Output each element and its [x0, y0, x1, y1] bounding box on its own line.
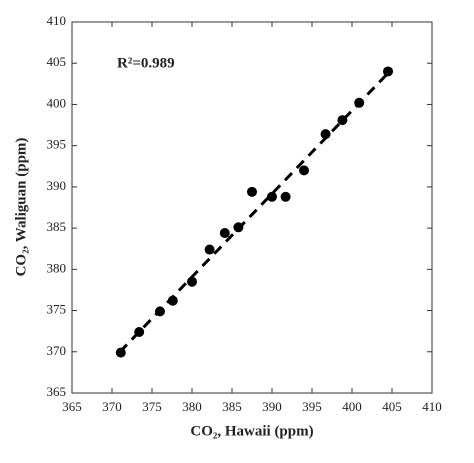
x-tick-label: 405 [382, 399, 402, 414]
point [354, 97, 365, 108]
y-tick-label: 375 [47, 302, 67, 317]
y-tick-label: 405 [47, 54, 67, 69]
y-tick-label: 365 [47, 384, 67, 399]
x-tick-label: 370 [102, 399, 122, 414]
x-tick-label: 400 [342, 399, 362, 414]
point [155, 306, 165, 317]
y-tick-label: 385 [47, 219, 67, 234]
point [299, 165, 309, 176]
x-tick-label: 385 [222, 399, 242, 414]
x-tick-label: 390 [262, 399, 282, 414]
point [219, 228, 230, 239]
point [233, 222, 244, 233]
point [187, 276, 197, 287]
point [247, 186, 257, 197]
point [167, 295, 178, 306]
point [337, 115, 348, 126]
plot-frame [71, 21, 433, 394]
point [267, 191, 277, 202]
y-tick-label: 400 [47, 95, 67, 110]
x-tick-label: 380 [182, 399, 202, 414]
y-tick-label: 380 [47, 260, 67, 275]
x-axis-label: CO₂, Hawaii (ppm) [190, 423, 313, 439]
y-tick-label: 390 [47, 178, 67, 193]
annotation: R²=0.989 [117, 55, 175, 71]
y-tick-label: 395 [47, 137, 67, 152]
x-tick-label: 395 [302, 399, 322, 414]
x-tick-label: 410 [422, 399, 442, 414]
y-tick-label: 410 [47, 13, 67, 28]
point [383, 66, 393, 77]
point [280, 191, 291, 202]
y-tick-label: 370 [47, 343, 67, 358]
point [204, 244, 215, 255]
fit-line [118, 67, 394, 353]
x-tick-label: 365 [62, 399, 82, 414]
point [134, 326, 145, 337]
y-axis-label: CO₂, Waliguan (ppm) [13, 138, 29, 277]
x-tick-label: 375 [142, 399, 162, 414]
point [115, 347, 126, 358]
point [320, 129, 331, 140]
